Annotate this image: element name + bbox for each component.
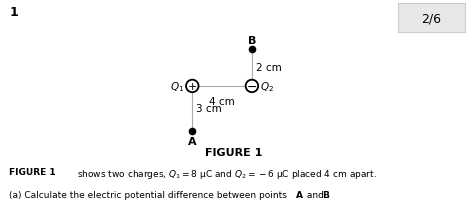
Text: 2 cm: 2 cm [255, 63, 282, 73]
Text: A: A [188, 136, 197, 146]
Text: 3 cm: 3 cm [196, 104, 222, 114]
Text: shows two charges, $Q_1 = 8$ μC and $Q_2 = -6$ μC placed 4 cm apart.: shows two charges, $Q_1 = 8$ μC and $Q_2… [77, 167, 377, 180]
Text: $Q_1$: $Q_1$ [170, 80, 184, 93]
Text: −: − [246, 80, 257, 93]
Text: (a) Calculate the electric potential difference between points: (a) Calculate the electric potential dif… [9, 190, 290, 199]
Text: A: A [296, 190, 303, 199]
Text: FIGURE 1: FIGURE 1 [9, 167, 56, 176]
Text: and: and [304, 190, 327, 199]
Text: $Q_2$: $Q_2$ [260, 80, 274, 93]
Text: .: . [327, 190, 329, 199]
Text: +: + [188, 82, 197, 91]
Text: 2/6: 2/6 [421, 12, 441, 25]
Text: FIGURE 1: FIGURE 1 [205, 147, 263, 157]
Text: B: B [248, 36, 256, 46]
Text: 1: 1 [9, 6, 18, 19]
Text: 4 cm: 4 cm [209, 96, 235, 106]
Text: B: B [322, 190, 328, 199]
